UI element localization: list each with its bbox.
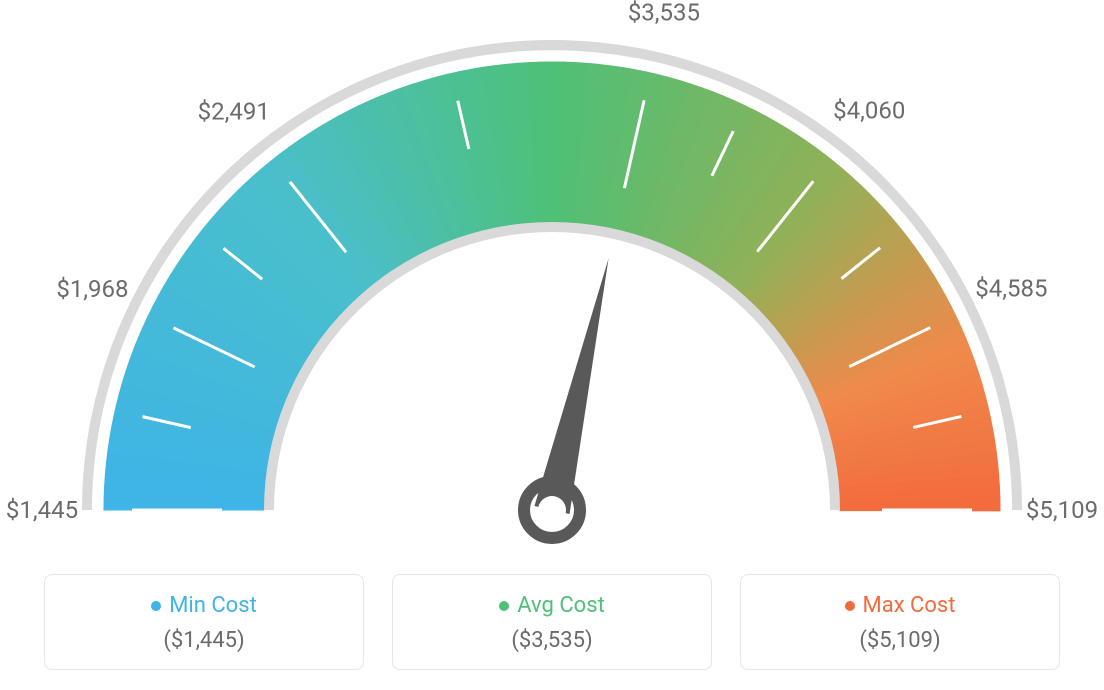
legend-title-row-min: Min Cost	[55, 593, 353, 618]
gauge-tick-label: $4,060	[833, 97, 905, 125]
gauge-chart: $1,445 $1,968 $2,491 $3,535 $4,060 $4,585 $5,1…	[0, 0, 1104, 560]
legend-title-row-max: Max Cost	[751, 593, 1049, 618]
legend-title-min: Min Cost	[169, 593, 257, 618]
legend-title-avg: Avg Cost	[517, 593, 605, 618]
gauge-needle-hub-inner	[538, 496, 566, 524]
gauge-needle	[534, 258, 608, 514]
legend-dot-avg	[499, 601, 509, 611]
gauge-container: $1,445 $1,968 $2,491 $3,535 $4,060 $4,585 $5,1…	[0, 0, 1104, 560]
legend-dot-max	[845, 601, 855, 611]
legend-value-avg: ($3,535)	[403, 628, 701, 653]
gauge-color-arc	[104, 62, 1000, 511]
legend-value-min: ($1,445)	[55, 628, 353, 653]
gauge-tick-label: $3,535	[628, 0, 700, 26]
legend-card-max: Max Cost ($5,109)	[740, 574, 1060, 670]
legend-card-min: Min Cost ($1,445)	[44, 574, 364, 670]
legend-title-row-avg: Avg Cost	[403, 593, 701, 618]
legend-title-max: Max Cost	[863, 593, 956, 618]
legend-card-avg: Avg Cost ($3,535)	[392, 574, 712, 670]
gauge-tick-label: $1,968	[56, 275, 128, 303]
gauge-tick-label: $1,445	[6, 496, 78, 524]
legend-value-max: ($5,109)	[751, 628, 1049, 653]
legend-row: Min Cost ($1,445) Avg Cost ($3,535) Max …	[0, 574, 1104, 670]
gauge-tick-label: $4,585	[975, 274, 1047, 302]
gauge-tick-label: $5,109	[1026, 496, 1098, 524]
legend-dot-min	[151, 601, 161, 611]
gauge-tick-label: $2,491	[198, 97, 270, 125]
